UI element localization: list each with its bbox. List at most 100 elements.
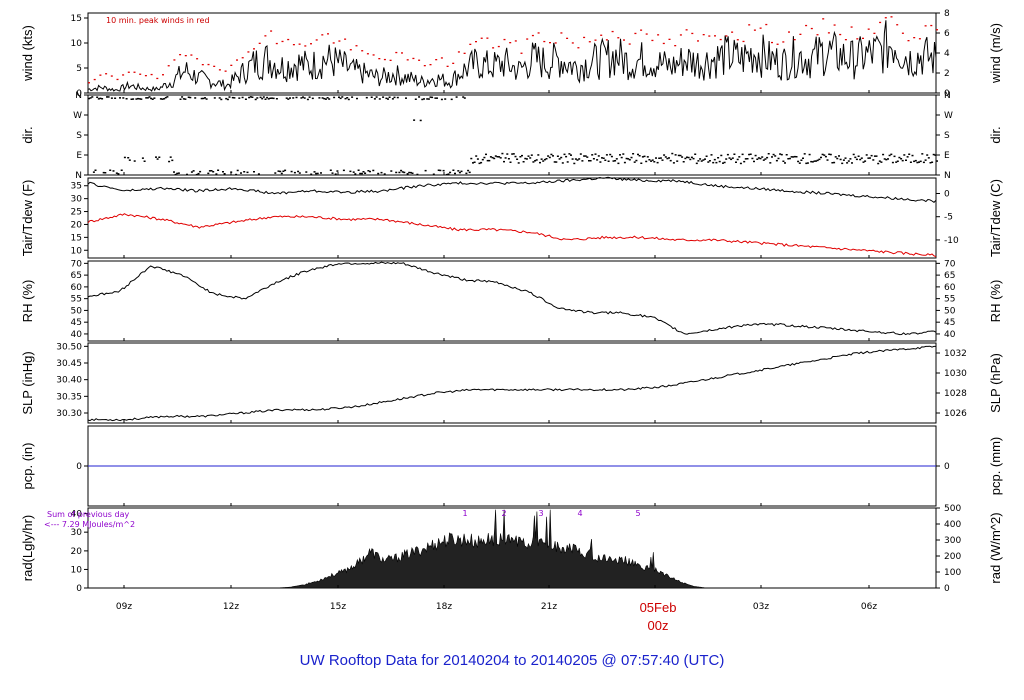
direction-point xyxy=(927,157,930,159)
direction-point xyxy=(681,156,684,158)
right-tick-label: 0 xyxy=(944,462,950,472)
direction-point xyxy=(672,162,675,164)
direction-point xyxy=(715,161,718,164)
direction-point xyxy=(620,156,623,159)
direction-point xyxy=(94,169,97,171)
direction-point xyxy=(619,154,621,156)
direction-point xyxy=(666,157,669,160)
direction-point xyxy=(731,157,734,159)
direction-point xyxy=(140,98,143,100)
peak-wind-mark xyxy=(566,37,569,39)
direction-point xyxy=(205,98,208,100)
direction-point xyxy=(705,155,708,157)
right-tick-label: 65 xyxy=(944,271,955,281)
direction-point xyxy=(97,98,100,100)
peak-wind-mark xyxy=(196,58,199,60)
direction-point xyxy=(677,154,680,157)
left-tick-label: N xyxy=(75,91,82,101)
peak-wind-mark xyxy=(292,44,295,46)
direction-point xyxy=(251,96,254,98)
direction-point xyxy=(241,96,244,99)
direction-point xyxy=(455,96,458,98)
left-tick-label: 30.40 xyxy=(56,376,82,386)
direction-point xyxy=(328,98,331,100)
peak-wind-mark xyxy=(879,21,882,24)
left-tick-label: 0 xyxy=(76,584,82,594)
direction-point xyxy=(405,97,407,99)
peak-wind-mark xyxy=(913,37,916,39)
peak-wind-mark xyxy=(623,39,625,41)
direction-point xyxy=(656,161,659,164)
right-axis-title: SLP (hPa) xyxy=(988,353,1003,413)
direction-point xyxy=(921,153,924,155)
direction-point xyxy=(854,156,857,159)
direction-point xyxy=(444,98,447,100)
direction-point xyxy=(524,157,527,160)
direction-point xyxy=(391,98,394,100)
peak-wind-mark xyxy=(526,38,529,40)
peak-wind-mark xyxy=(531,34,534,37)
direction-point xyxy=(694,153,697,155)
direction-point xyxy=(820,156,822,159)
peak-wind-mark xyxy=(440,57,443,59)
direction-point xyxy=(661,159,664,161)
peak-wind-mark xyxy=(867,28,870,30)
hour-mark: 3 xyxy=(538,509,543,518)
peak-wind-mark xyxy=(509,42,512,44)
direction-point xyxy=(726,153,729,156)
direction-point xyxy=(516,158,519,160)
peak-wind-mark xyxy=(264,35,267,37)
direction-point xyxy=(646,156,649,158)
direction-point xyxy=(733,153,736,155)
direction-point xyxy=(292,97,295,99)
direction-point xyxy=(159,98,162,100)
peak-wind-mark xyxy=(571,42,574,44)
panel-6: pcp. (in) pcp. (mm) 0 0 xyxy=(20,425,1003,507)
direction-point xyxy=(457,170,460,172)
direction-point xyxy=(697,160,700,162)
peak-wind-mark xyxy=(833,24,836,26)
peak-wind-mark xyxy=(714,35,716,37)
direction-point xyxy=(236,169,239,172)
direction-point xyxy=(599,161,602,163)
direction-point xyxy=(815,160,818,162)
direction-point xyxy=(690,156,693,159)
direction-point xyxy=(748,153,751,156)
direction-point xyxy=(341,96,344,98)
direction-point xyxy=(913,160,916,163)
peak-wind-mark xyxy=(480,37,483,39)
right-tick-label: 500 xyxy=(944,504,961,514)
direction-point xyxy=(427,98,430,100)
peak-wind-mark xyxy=(270,30,273,32)
direction-point xyxy=(669,159,672,162)
direction-point xyxy=(419,119,422,122)
direction-point xyxy=(287,98,290,100)
peak-wind-mark xyxy=(281,40,284,43)
direction-point xyxy=(806,162,809,164)
left-tick-label: 45 xyxy=(71,318,82,328)
direction-point xyxy=(576,159,579,161)
direction-point xyxy=(887,158,889,160)
direction-point xyxy=(393,96,396,99)
direction-point xyxy=(297,170,300,173)
direction-point xyxy=(903,154,906,156)
peak-wind-mark xyxy=(446,65,449,67)
direction-point xyxy=(888,154,891,157)
direction-point xyxy=(735,161,737,163)
direction-point xyxy=(173,171,175,173)
direction-point xyxy=(372,169,375,172)
right-tick-label: 8 xyxy=(944,9,950,19)
direction-point xyxy=(771,156,773,158)
peak-wind-mark xyxy=(122,74,125,76)
direction-point xyxy=(423,98,425,100)
peak-wind-mark xyxy=(554,42,557,44)
left-tick-label: E xyxy=(76,151,82,161)
direction-point xyxy=(507,158,510,160)
direction-point xyxy=(485,153,487,156)
peak-wind-mark xyxy=(218,69,221,71)
direction-point xyxy=(922,161,925,164)
direction-point xyxy=(168,160,171,163)
right-tick-label: 2 xyxy=(944,69,950,79)
direction-point xyxy=(248,96,251,99)
direction-point xyxy=(421,98,424,101)
